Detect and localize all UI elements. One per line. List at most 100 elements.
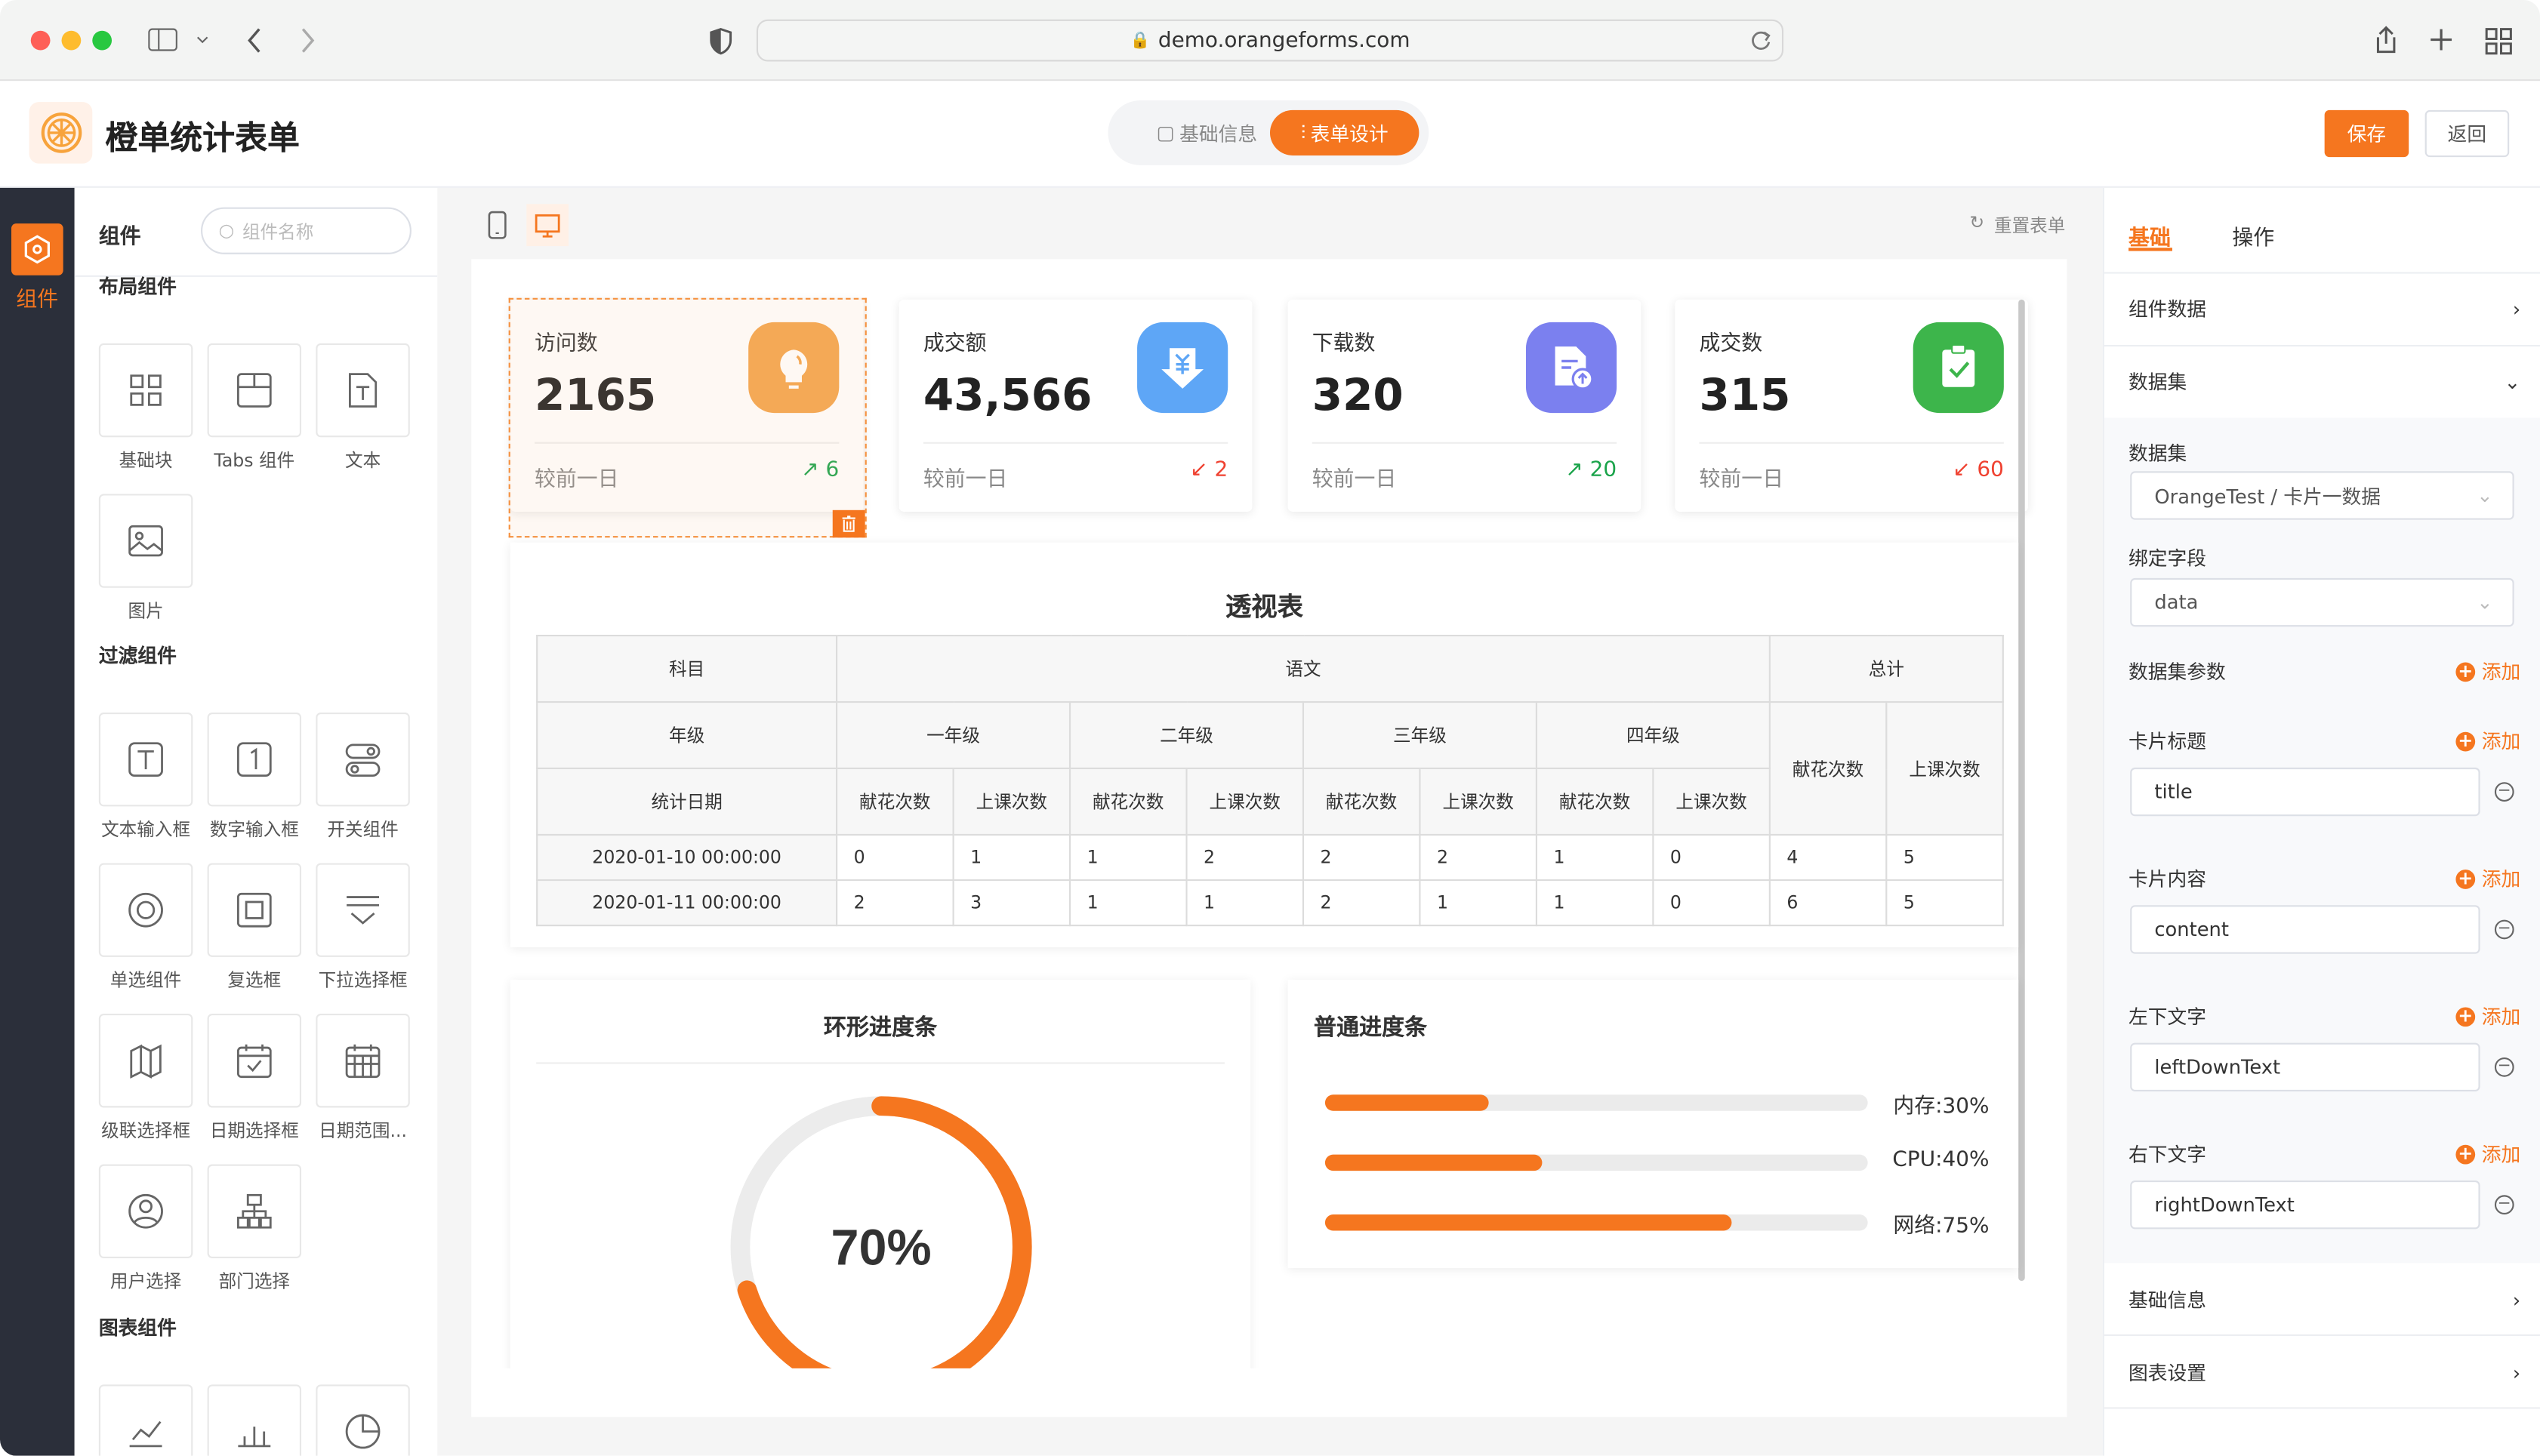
remove-field-icon[interactable]: − (2494, 919, 2514, 940)
header-cell: 献花次数 (1535, 767, 1654, 836)
canvas-bottom (471, 1368, 2067, 1418)
component-tile[interactable] (207, 343, 302, 438)
shield-icon[interactable] (710, 27, 732, 55)
maximize-window-button[interactable] (92, 30, 113, 51)
component-tile[interactable] (98, 1014, 193, 1108)
chevron-down-icon: ⌄ (2477, 484, 2493, 507)
divider (1699, 442, 2004, 444)
divider (534, 442, 840, 444)
component-tile[interactable] (316, 712, 410, 807)
address-bar[interactable]: 🔒 demo.orangeforms.com (756, 19, 1784, 62)
remove-field-icon[interactable]: − (2494, 782, 2514, 802)
field-input[interactable]: content (2130, 905, 2480, 954)
chart-settings-row[interactable]: 图表设置 › (2128, 1361, 2521, 1385)
component-tile[interactable] (207, 1014, 302, 1108)
add-field-button[interactable]: + 添加 (2455, 865, 2520, 892)
tab-basic[interactable]: 基础 (2128, 226, 2171, 251)
dataset-select[interactable]: OrangeTest / 卡片一数据 ⌄ (2130, 471, 2514, 520)
tab-form-design[interactable]: ⫶ 表单设计 (1269, 109, 1420, 155)
field-input[interactable]: rightDownText (2130, 1180, 2480, 1230)
component-tile[interactable] (316, 343, 410, 438)
component-search-input[interactable]: ○ 组件名称 (201, 207, 412, 254)
reset-form-button[interactable]: ↻ 重置表单 (1969, 212, 2065, 238)
component-tile-label: Tabs 组件 (214, 450, 295, 472)
value-cell: 1 (1535, 833, 1654, 882)
delete-widget-button[interactable] (832, 509, 865, 538)
close-window-button[interactable] (30, 30, 51, 51)
add-param-button[interactable]: + 添加 (2455, 657, 2520, 685)
component-tile-label: 数字输入框 (209, 819, 299, 841)
value-cell: 1 (1535, 879, 1654, 927)
selected-widget-outline[interactable] (508, 297, 867, 538)
component-tile[interactable] (207, 863, 302, 957)
component-data-row[interactable]: 组件数据 › (2128, 297, 2521, 321)
select-icon (347, 896, 380, 925)
save-button[interactable]: 保存 (2324, 109, 2409, 158)
component-tile-label: 日期范围... (319, 1120, 408, 1142)
value-cell: 6 (1768, 879, 1888, 927)
component-tile[interactable] (98, 1164, 193, 1258)
bind-field-select[interactable]: data ⌄ (2130, 577, 2514, 627)
sidebar-toggle-icon[interactable] (147, 27, 212, 53)
stat-label: 访问数 (534, 331, 598, 356)
page-title: 橙单统计表单 (105, 118, 300, 158)
trend-down-icon: ↙ (1953, 458, 1971, 483)
component-tile[interactable] (98, 494, 193, 588)
component-tile-label: 文本 (344, 450, 381, 472)
field-input[interactable]: leftDownText (2130, 1042, 2480, 1091)
add-field-button[interactable]: + 添加 (2455, 1002, 2520, 1030)
dataset-section-body (2104, 417, 2540, 1264)
dataset-label: 数据集 (2128, 442, 2187, 465)
back-forward-icons[interactable] (243, 26, 324, 55)
search-icon: ○ (218, 220, 235, 242)
browser-actions-icons[interactable] (2373, 23, 2519, 55)
component-tile[interactable] (98, 863, 193, 957)
canvas-scrollbar[interactable] (2018, 299, 2025, 1282)
component-tile[interactable] (316, 1384, 410, 1456)
ring-progress-widget[interactable]: 环形进度条 70% (510, 979, 1251, 1401)
tab-basic-info[interactable]: ▢ 基础信息 (1156, 121, 1258, 146)
back-button[interactable]: 返回 (2424, 109, 2510, 158)
component-tile[interactable] (316, 1014, 410, 1108)
component-tile[interactable] (207, 1164, 302, 1258)
value-cell: 4 (1768, 833, 1888, 882)
value-cell: 0 (836, 833, 954, 882)
reload-icon[interactable] (1751, 31, 1772, 52)
basic-info-row[interactable]: 基础信息 › (2128, 1288, 2521, 1312)
component-tile[interactable] (207, 1384, 302, 1456)
add-field-button[interactable]: + 添加 (2455, 1140, 2520, 1167)
dataset-section-row[interactable]: 数据集 ⌄ (2128, 370, 2521, 394)
stat-card[interactable]: 访问数 2165 较前一日 ↗ 6 (510, 299, 864, 512)
value-cell: 1 (1419, 879, 1537, 927)
components-panel: 组件 ○ 组件名称 布局组件 基础块 Tabs 组件 文本 图片 过滤组件 文本输入框 数字输入… (74, 187, 438, 1456)
desktop-view-button[interactable] (526, 204, 569, 247)
tab-actions[interactable]: 操作 (2232, 226, 2275, 251)
component-tile[interactable] (316, 863, 410, 957)
minimize-window-button[interactable] (61, 30, 82, 51)
component-tile[interactable] (98, 343, 193, 438)
divider (2104, 344, 2540, 347)
stat-card[interactable]: 成交额 43,566 较前一日 ↙ 2 (899, 299, 1253, 512)
field-input[interactable]: title (2130, 767, 2480, 817)
progress-bar (1324, 1094, 1868, 1111)
stat-card[interactable]: 下载数 320 较前一日 ↗ 20 (1287, 299, 1641, 512)
switch-icon (345, 743, 381, 777)
component-tile[interactable] (207, 712, 302, 807)
header-cell: 一年级 (836, 700, 1071, 770)
image-icon (128, 525, 163, 557)
add-field-button[interactable]: + 添加 (2455, 727, 2520, 754)
component-tile[interactable] (98, 712, 193, 807)
dataset-params-row: 数据集参数 + 添加 (2128, 657, 2520, 685)
value-cell: 2 (1302, 879, 1421, 927)
chevron-right-icon: › (2512, 1288, 2521, 1311)
mobile-view-icon[interactable] (488, 211, 507, 240)
remove-field-icon[interactable]: − (2494, 1195, 2514, 1215)
document-upload-icon (1525, 322, 1617, 414)
stat-card[interactable]: 成交数 315 较前一日 ↙ 60 (1675, 299, 2029, 512)
trash-icon (842, 516, 855, 532)
components-nav-button[interactable] (11, 223, 63, 276)
plus-circle-icon: + (2455, 660, 2476, 682)
component-tile[interactable] (98, 1384, 193, 1456)
progress-bar-fill (1324, 1094, 1488, 1111)
remove-field-icon[interactable]: − (2494, 1057, 2514, 1077)
